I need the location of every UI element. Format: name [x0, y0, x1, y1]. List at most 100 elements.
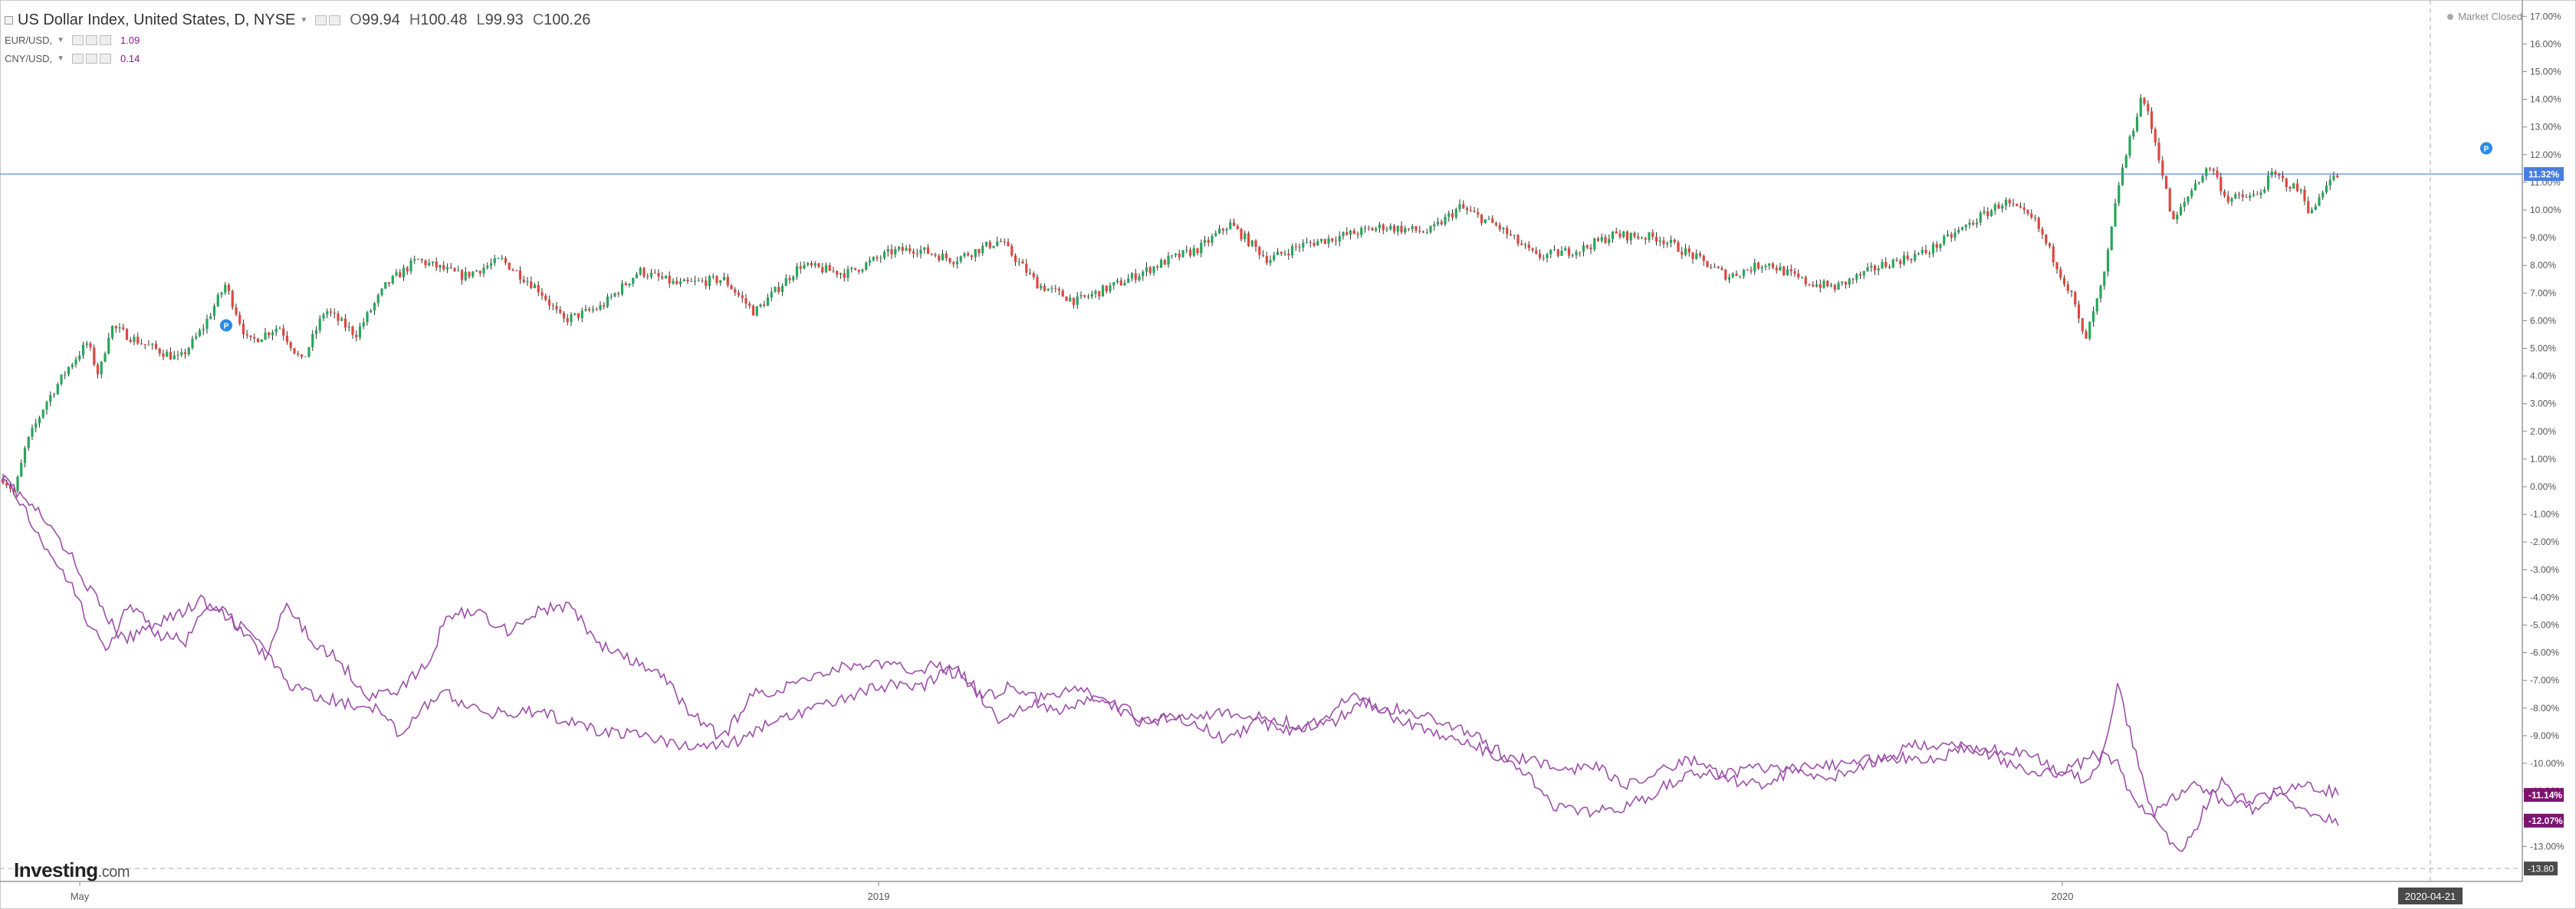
dxy-candle	[409, 258, 412, 274]
dxy-candle	[2022, 202, 2026, 215]
dxy-candle	[501, 254, 504, 261]
ohlc-low: L99.93	[477, 11, 524, 29]
dxy-candle	[1265, 251, 1268, 265]
dxy-candle	[865, 261, 868, 271]
dxy-candle	[905, 244, 908, 251]
dxy-candle	[642, 267, 646, 279]
dxy-candle	[577, 313, 580, 321]
dxy-candle	[984, 241, 988, 248]
dxy-candle	[1138, 273, 1141, 282]
dxy-candle	[930, 253, 933, 256]
dxy-candle	[1681, 247, 1684, 259]
dxy-candle	[570, 312, 573, 327]
dxy-candle	[2081, 318, 2084, 335]
dxy-candle	[2187, 195, 2190, 205]
dxy-candle	[617, 291, 620, 297]
dxy-candle	[1411, 224, 1414, 233]
dxy-candle	[1349, 229, 1352, 240]
dxy-candle	[2088, 321, 2091, 341]
dxy-candle	[2026, 209, 2029, 216]
dxy-candle	[1669, 235, 1673, 248]
dxy-candle	[759, 303, 762, 308]
dxy-candle	[2157, 137, 2160, 164]
dxy-candle	[1946, 230, 1950, 238]
dxy-candle	[2114, 199, 2117, 228]
dxy-candle	[828, 262, 831, 271]
dxy-candle	[2183, 197, 2186, 212]
dxy-candle	[2179, 203, 2183, 216]
close-icon[interactable]	[100, 34, 112, 45]
dxy-candle	[122, 323, 125, 331]
chevron-down-icon[interactable]: ▼	[300, 15, 308, 25]
dxy-candle	[1523, 242, 1527, 249]
dxy-candle	[2176, 212, 2179, 225]
dxy-candle	[697, 277, 700, 282]
dxy-candle	[307, 346, 310, 358]
dxy-candle	[202, 323, 205, 336]
dxy-candle	[1214, 230, 1217, 238]
dxy-candle	[1615, 228, 1618, 234]
eye-icon[interactable]	[72, 53, 84, 64]
dxy-candle	[974, 248, 977, 262]
dxy-candle	[1531, 248, 1534, 253]
dxy-candle	[2019, 202, 2022, 209]
dxy-candle	[1651, 229, 1654, 240]
ohlc-close: C100.26	[533, 11, 591, 29]
dxy-candle	[1331, 238, 1334, 243]
dxy-candle	[1487, 215, 1490, 221]
close-icon[interactable]	[100, 53, 112, 64]
eye-icon[interactable]	[72, 34, 84, 45]
legend-title: US Dollar Index, United States, D, NYSE	[18, 11, 296, 28]
dxy-candle	[453, 267, 456, 272]
dxy-candle	[774, 286, 777, 293]
dxy-candle	[1392, 223, 1396, 235]
dxy-candle	[2274, 169, 2277, 178]
dxy-candle	[1232, 218, 1236, 227]
dxy-candle	[2154, 126, 2157, 147]
chevron-down-icon[interactable]: ▼	[57, 54, 65, 63]
dxy-candle	[1575, 249, 1578, 259]
dxy-candle	[1960, 226, 1964, 231]
dxy-candle	[300, 353, 304, 359]
dxy-candle	[64, 371, 67, 379]
dxy-candle	[1112, 281, 1116, 290]
dxy-candle	[1666, 241, 1669, 248]
dxy-candle	[162, 349, 165, 361]
dxy-candle	[537, 281, 540, 297]
dxy-candle	[93, 344, 96, 366]
dxy-candle	[551, 303, 554, 310]
collapse-toggle[interactable]	[5, 15, 13, 25]
dxy-candle	[1750, 266, 1753, 274]
dxy-candle	[1506, 225, 1509, 239]
settings-icon[interactable]	[329, 15, 341, 25]
dxy-candle	[472, 271, 475, 279]
dxy-candle	[318, 315, 321, 333]
dxy-candle	[1159, 258, 1163, 268]
settings-icon[interactable]	[86, 53, 98, 64]
eye-icon[interactable]	[315, 15, 327, 25]
y-tick-label: 1.00%	[2530, 454, 2556, 464]
dxy-candle	[289, 341, 292, 352]
dxy-candle	[1050, 285, 1053, 294]
dxy-candle	[464, 267, 467, 282]
dxy-candle	[748, 301, 751, 310]
settings-icon[interactable]	[86, 34, 98, 45]
dxy-candle	[1083, 294, 1086, 299]
svg-text:2020-04-21: 2020-04-21	[2405, 891, 2456, 902]
dxy-candle	[489, 258, 493, 270]
event-marker-icon: P	[220, 319, 232, 332]
dxy-candle	[766, 294, 770, 307]
dxy-candle	[1396, 225, 1399, 236]
dxy-candle	[1648, 231, 1651, 243]
dxy-candle	[249, 335, 252, 341]
eurusd-line	[1, 478, 2339, 819]
dxy-candle	[1433, 221, 1436, 231]
dxy-candle	[1582, 241, 1585, 257]
chevron-down-icon[interactable]: ▼	[57, 35, 65, 44]
dxy-candle	[347, 322, 350, 332]
dxy-candle	[45, 400, 48, 415]
dxy-candle	[788, 274, 791, 284]
dxy-candle	[2012, 199, 2015, 208]
dxy-candle	[478, 270, 481, 277]
